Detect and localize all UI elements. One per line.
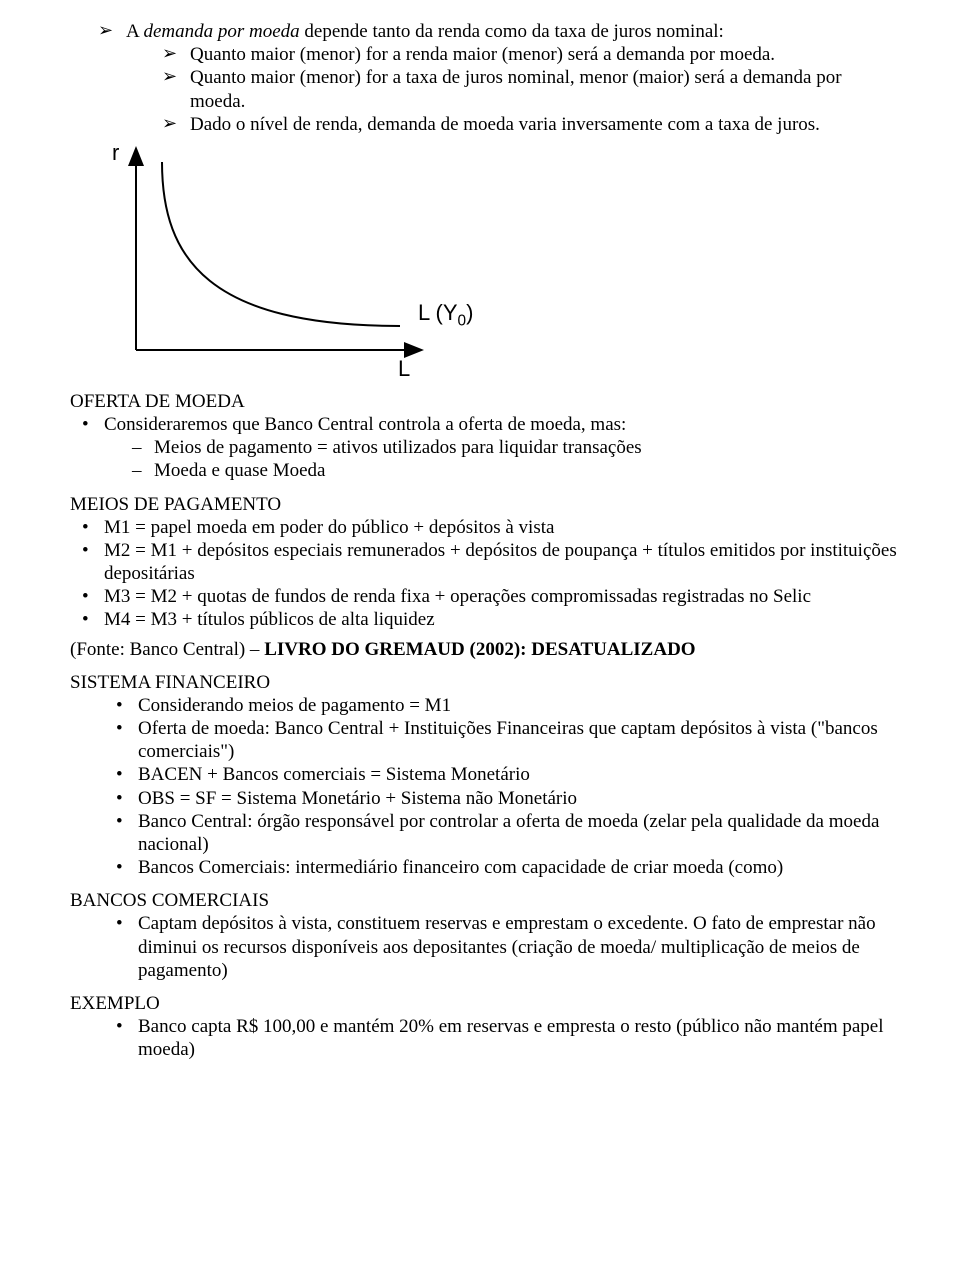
sistema-s6: Bancos Comerciais: intermediário finance… xyxy=(112,856,900,879)
meios-fonte: (Fonte: Banco Central) – LIVRO DO GREMAU… xyxy=(70,638,900,661)
sistema-s2: Oferta de moeda: Banco Central + Institu… xyxy=(112,717,900,763)
meios-m2: M2 = M1 + depósitos especiais remunerado… xyxy=(78,539,900,585)
oferta-b1: Consideraremos que Banco Central control… xyxy=(78,413,900,483)
oferta-list: Consideraremos que Banco Central control… xyxy=(70,413,900,483)
sistema-title: SISTEMA FINANCEIRO xyxy=(70,671,900,694)
sistema-s4: OBS = SF = Sistema Monetário + Sistema n… xyxy=(112,787,900,810)
intro-list: A demanda por moeda depende tanto da ren… xyxy=(70,20,900,136)
exemplo-list: Banco capta R$ 100,00 e mantém 20% em re… xyxy=(70,1015,900,1061)
intro-line1-em: demanda por moeda xyxy=(143,21,299,42)
bancos-title: BANCOS COMERCIAIS xyxy=(70,889,900,912)
demand-curve xyxy=(162,162,400,326)
intro-sublist: Quanto maior (menor) for a renda maior (… xyxy=(126,43,900,136)
meios-fonte-bold: LIVRO DO GREMAUD (2002): DESATUALIZADO xyxy=(264,639,695,660)
oferta-d2: Moeda e quase Moeda xyxy=(132,459,900,482)
oferta-title: OFERTA DE MOEDA xyxy=(70,390,900,413)
exemplo-title: EXEMPLO xyxy=(70,992,900,1015)
oferta-d1: Meios de pagamento = ativos utilizados p… xyxy=(132,436,900,459)
meios-m3: M3 = M2 + quotas de fundos de renda fixa… xyxy=(78,585,900,608)
bancos-list: Captam depósitos à vista, constituem res… xyxy=(70,912,900,982)
sistema-s3: BACEN + Bancos comerciais = Sistema Mone… xyxy=(112,763,900,786)
bancos-b1: Captam depósitos à vista, constituem res… xyxy=(112,912,900,982)
meios-m1: M1 = papel moeda em poder do público + d… xyxy=(78,516,900,539)
meios-list: M1 = papel moeda em poder do público + d… xyxy=(70,516,900,632)
oferta-dashlist: Meios de pagamento = ativos utilizados p… xyxy=(104,436,900,482)
intro-sub3: Dado o nível de renda, demanda de moeda … xyxy=(162,113,900,136)
chart-svg xyxy=(100,140,500,380)
sistema-list: Considerando meios de pagamento = M1 Ofe… xyxy=(70,694,900,879)
sistema-s1: Considerando meios de pagamento = M1 xyxy=(112,694,900,717)
intro-sub1: Quanto maior (menor) for a renda maior (… xyxy=(162,43,900,66)
meios-m4: M4 = M3 + títulos públicos de alta liqui… xyxy=(78,608,900,631)
money-demand-chart: r L (Y0) L xyxy=(100,140,500,380)
intro-line1: A demanda por moeda depende tanto da ren… xyxy=(98,20,900,136)
intro-line1-post: depende tanto da renda como da taxa de j… xyxy=(300,21,724,42)
curve-label: L (Y0) xyxy=(418,300,473,331)
sistema-s5: Banco Central: órgão responsável por con… xyxy=(112,810,900,856)
exemplo-e1: Banco capta R$ 100,00 e mantém 20% em re… xyxy=(112,1015,900,1061)
intro-sub2: Quanto maior (menor) for a taxa de juros… xyxy=(162,66,900,112)
intro-line1-pre: A xyxy=(126,21,143,42)
meios-title: MEIOS DE PAGAMENTO xyxy=(70,493,900,516)
axis-label-L: L xyxy=(398,356,410,383)
